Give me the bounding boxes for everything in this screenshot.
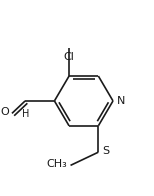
Text: CH₃: CH₃ <box>47 159 68 169</box>
Text: O: O <box>0 107 9 117</box>
Text: S: S <box>102 146 109 156</box>
Text: Cl: Cl <box>64 52 75 62</box>
Text: H: H <box>22 109 30 119</box>
Text: N: N <box>117 96 125 106</box>
